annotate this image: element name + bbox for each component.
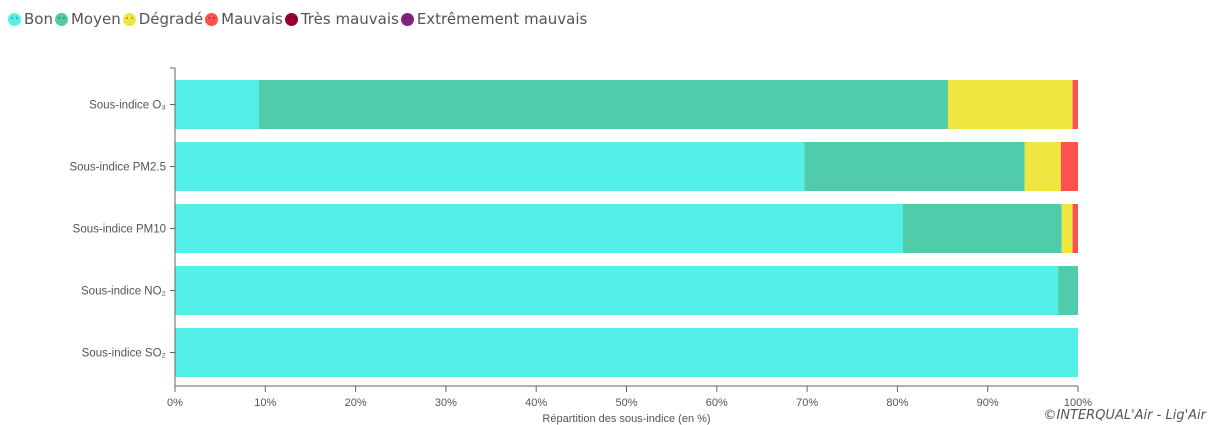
x-tick-label: 90% xyxy=(977,397,999,409)
legend-item[interactable]: Très mauvais xyxy=(284,10,401,28)
legend-item[interactable]: Bon xyxy=(8,10,55,28)
bar-segment[interactable] xyxy=(947,80,1073,129)
x-tick-label: 50% xyxy=(615,397,637,409)
credit-text: ©INTERQUAL'Air - Lig'Air xyxy=(1043,408,1206,423)
legend-item[interactable]: Dégradé xyxy=(122,10,205,28)
legend-item[interactable]: Mauvais xyxy=(205,10,285,28)
category-label: Sous-indice SO₂ xyxy=(82,348,166,360)
bar-segment[interactable] xyxy=(175,80,259,129)
bar-segment[interactable] xyxy=(1058,266,1078,315)
x-axis-title: Répartition des sous-indice (en %) xyxy=(542,413,710,425)
bar-segment[interactable] xyxy=(258,80,948,129)
x-tick-label: 60% xyxy=(706,397,728,409)
legend-label: Moyen xyxy=(70,10,121,28)
bar-segment[interactable] xyxy=(902,204,1062,253)
sad-face-icon xyxy=(205,12,219,26)
bar-segment[interactable] xyxy=(175,204,903,253)
frown-face-icon xyxy=(122,12,136,26)
category-label: Sous-indice O₃ xyxy=(89,100,166,112)
bar-segment[interactable] xyxy=(175,266,1059,315)
bar-segment[interactable] xyxy=(175,142,805,191)
category-label: Sous-indice NO₂ xyxy=(81,286,166,298)
x-tick-label: 10% xyxy=(254,397,276,409)
smile-icon xyxy=(8,12,21,26)
chart-legend: Bon Moyen Dégradé Mauvais Très mauvais Extrêm… xyxy=(8,10,589,28)
legend-label: Très mauvais xyxy=(300,10,399,28)
neutral-face-icon xyxy=(54,12,68,26)
bar-segment[interactable] xyxy=(1060,142,1078,191)
angry-face-icon xyxy=(284,12,298,26)
x-tick-label: 0% xyxy=(167,397,183,409)
legend-label: Bon xyxy=(24,10,53,28)
legend-item[interactable]: Moyen xyxy=(54,10,123,28)
legend-label: Extrêmement mauvais xyxy=(416,10,588,28)
x-tick-label: 40% xyxy=(525,397,547,409)
bar-segment[interactable] xyxy=(175,328,1078,377)
category-label: Sous-indice PM10 xyxy=(73,224,166,236)
legend-label: Mauvais xyxy=(221,10,283,28)
very-angry-face-icon xyxy=(400,12,414,26)
bar-segment[interactable] xyxy=(1024,142,1061,191)
x-tick-label: 100% xyxy=(1064,397,1092,409)
x-tick-label: 30% xyxy=(435,397,457,409)
bar-segment[interactable] xyxy=(804,142,1025,191)
bar-segment[interactable] xyxy=(1061,204,1073,253)
x-tick-label: 20% xyxy=(345,397,367,409)
legend-item[interactable]: Extrêmement mauvais xyxy=(400,10,590,28)
bar-segment[interactable] xyxy=(1072,80,1078,129)
bar-segment[interactable] xyxy=(1072,204,1078,253)
x-tick-label: 70% xyxy=(796,397,818,409)
x-tick-label: 80% xyxy=(886,397,908,409)
legend-label: Dégradé xyxy=(138,10,204,28)
category-label: Sous-indice PM2.5 xyxy=(69,162,166,174)
